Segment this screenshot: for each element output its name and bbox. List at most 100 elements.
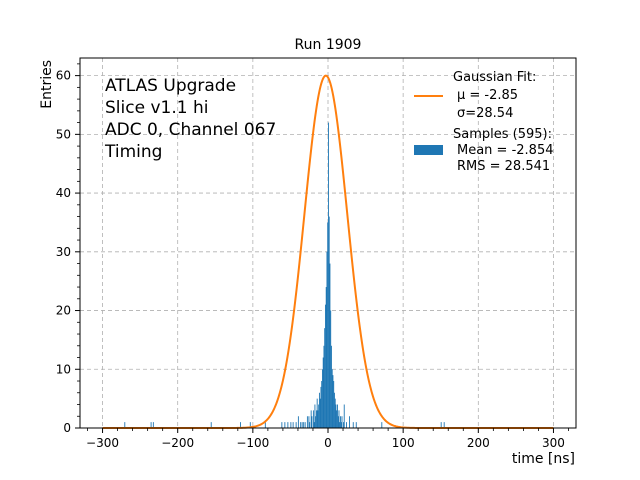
histogram-bar [332,375,334,428]
histogram-bar [334,398,336,428]
histogram-bar [322,357,324,428]
histogram-bar [310,410,312,428]
histogram-bar [331,345,332,428]
legend-fit-sigma: σ=28.54 [457,106,513,121]
histogram-bar [328,216,330,428]
x-tick-label: −200 [161,436,194,450]
histogram-bar [300,422,302,428]
histogram-bar [337,404,338,428]
x-tick-label: −100 [236,436,269,450]
y-axis-label: Entries [39,60,55,109]
x-axis-label: time [ns] [512,451,575,467]
histogram-bar [340,416,341,428]
histogram-bar [308,416,310,428]
y-tick-label: 30 [56,245,71,259]
histogram-bar [264,422,266,428]
annotation-line-2: Slice v1.1 hi [105,98,208,118]
histogram-bar [306,416,308,428]
chart-title: Run 1909 [295,37,362,53]
histogram-bar [381,422,383,428]
histogram-bar [326,251,328,428]
histogram-bar [334,392,335,428]
histogram-bar [335,404,337,428]
histogram-bar [311,416,313,428]
histogram-bar [333,381,335,428]
y-tick-label: 60 [56,69,71,83]
histogram-bar [324,304,326,428]
histogram-bar [330,310,332,428]
axis-ticks: −300 −200 −100 0 100 200 300 0 10 20 30 40 50 60 [56,63,569,450]
histogram-bar [301,422,303,428]
histogram-bar [309,422,311,428]
x-tick-label: −300 [86,436,119,450]
histogram-bar [292,422,294,428]
histogram-bar [281,422,283,428]
histogram-bar [440,422,442,428]
annotation-line-4: Timing [104,142,162,162]
y-tick-label: 20 [56,304,71,318]
legend-samples-mean: Mean = -2.854 [457,143,553,158]
histogram-bar [343,422,344,428]
histogram-bar [349,416,350,428]
histogram-bar [210,422,212,428]
histogram-bar [320,386,322,428]
histogram-bar [328,122,329,428]
histogram-bar [355,422,357,428]
histogram-bar [150,422,152,428]
histogram-bar [249,422,251,428]
legend-samples-rms: RMS = 28.541 [457,159,550,174]
legend-fit-title: Gaussian Fit: [453,70,536,85]
histogram-bar [331,369,333,428]
y-tick-label: 50 [56,127,71,141]
x-tick-label: 200 [467,436,490,450]
histogram-bar [314,404,316,428]
histogram-bar [315,416,317,428]
histogram-bar [337,416,339,428]
histogram-bar [341,416,343,428]
x-tick-label: 300 [542,436,565,450]
histogram-bar [297,416,299,428]
histogram-bar [317,410,319,428]
histogram-bar [152,422,154,428]
histogram-bar [304,422,306,428]
histogram-bar [339,422,341,428]
histogram-bar [346,422,347,428]
histogram-bar [327,222,329,428]
histogram-bar [290,422,292,428]
histogram-bar [316,398,318,428]
legend-samples-title: Samples (595): [453,127,552,142]
histogram-bar [325,287,327,428]
histogram-bar [318,404,320,428]
histogram-bar [324,328,326,428]
histogram-bar [343,404,345,428]
x-tick-label: 100 [392,436,415,450]
y-tick-label: 40 [56,186,71,200]
histogram-bar [321,381,323,428]
histogram-bar [321,369,323,428]
histogram-bar [303,422,305,428]
histogram-bar [124,422,126,428]
histogram-bar [340,422,342,428]
histogram-bar [323,345,325,428]
histogram-bar [315,410,317,428]
histogram-bar [240,422,241,428]
y-tick-label: 10 [56,362,71,376]
histogram-bars [124,122,445,428]
histogram-bar [319,398,321,428]
histogram-bar [313,422,315,428]
histogram-bar [284,422,286,428]
legend-fit-mu: μ = -2.85 [457,88,518,103]
info-annotation: ATLAS Upgrade Slice v1.1 hi ADC 0, Chann… [104,76,276,162]
histogram-bar [336,410,338,428]
histogram-bar [287,422,289,428]
legend-samples-swatch [414,145,443,155]
histogram-bar [312,410,314,428]
annotation-line-1: ATLAS Upgrade [105,76,236,96]
histogram-bar [443,422,445,428]
histogram-bar [295,422,297,428]
x-tick-label: 0 [324,436,332,450]
legend: Gaussian Fit: μ = -2.85 σ=28.54 Samples … [414,70,553,174]
annotation-line-3: ADC 0, Channel 067 [105,120,276,140]
histogram-bar [329,263,331,428]
